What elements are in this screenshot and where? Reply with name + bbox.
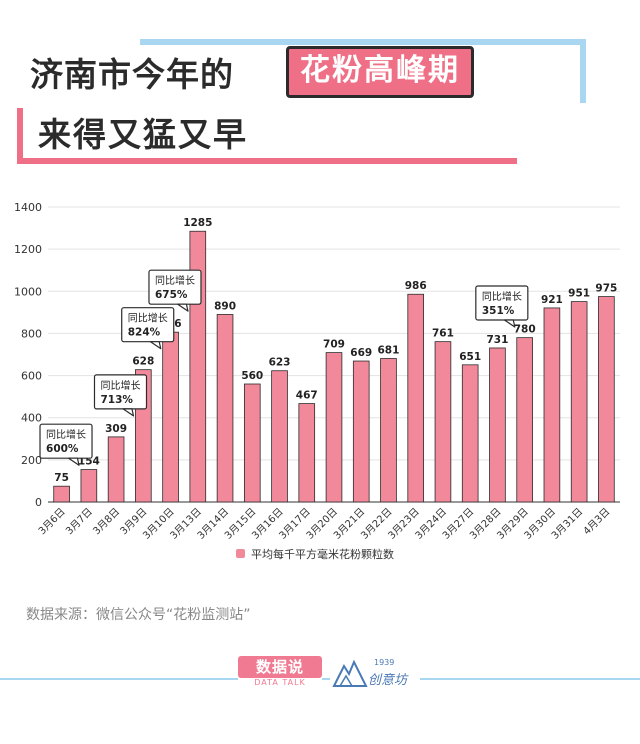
datatalk-logo-sub: DATA TALK bbox=[254, 678, 306, 687]
annotation-box bbox=[39, 423, 93, 459]
data-label: 623 bbox=[269, 357, 291, 369]
x-tick-label: 3月6日 bbox=[36, 506, 68, 538]
annotation-label: 同比增长 bbox=[46, 428, 86, 441]
bar bbox=[271, 370, 288, 503]
header-decoration-blue bbox=[140, 39, 586, 103]
data-label: 560 bbox=[241, 370, 263, 382]
bar bbox=[53, 485, 70, 503]
annotation-pointer bbox=[503, 319, 516, 328]
data-label: 467 bbox=[296, 390, 318, 402]
bar bbox=[380, 358, 397, 503]
data-label: 669 bbox=[350, 347, 372, 359]
data-label: 890 bbox=[214, 300, 236, 312]
datatalk-logo-main: 数据说 bbox=[238, 656, 322, 678]
y-tick-label: 200 bbox=[21, 454, 42, 467]
x-tick-label: 3月8日 bbox=[91, 506, 123, 538]
x-tick-label: 4月3日 bbox=[581, 506, 613, 538]
annotation-value: 600% bbox=[46, 443, 79, 455]
y-tick-label: 1400 bbox=[14, 201, 42, 214]
bar bbox=[243, 383, 261, 503]
header-decoration-pink bbox=[17, 108, 517, 164]
data-label: 309 bbox=[105, 423, 127, 435]
y-tick-label: 800 bbox=[21, 327, 42, 340]
bar bbox=[298, 403, 316, 503]
bar bbox=[325, 352, 343, 503]
annotation-label: 同比增长 bbox=[128, 312, 168, 325]
bar bbox=[516, 337, 533, 503]
bar bbox=[107, 436, 125, 503]
annotation-label: 同比增长 bbox=[100, 379, 140, 392]
bar bbox=[352, 360, 370, 503]
data-label: 1285 bbox=[183, 217, 212, 229]
bar bbox=[570, 301, 588, 503]
bar bbox=[162, 331, 179, 503]
bar bbox=[80, 469, 98, 503]
title-line2: 来得又猛又早 bbox=[38, 115, 248, 154]
mountain-icon bbox=[332, 659, 368, 687]
y-tick-label: 600 bbox=[21, 370, 42, 383]
data-label: 628 bbox=[132, 356, 154, 368]
x-tick-label: 3月7日 bbox=[63, 506, 95, 538]
title-line1: 济南市今年的 bbox=[30, 55, 234, 94]
legend-label: 平均每千平方毫米花粉颗粒数 bbox=[251, 547, 394, 561]
data-label: 986 bbox=[405, 280, 427, 292]
bar bbox=[461, 364, 479, 503]
chuangyi-logo-year: 1939 bbox=[374, 658, 395, 667]
data-source: 数据来源：微信公众号“花粉监测站” bbox=[26, 607, 251, 623]
annotation-value: 824% bbox=[128, 327, 161, 339]
data-label: 731 bbox=[486, 334, 508, 346]
data-label: 75 bbox=[54, 472, 69, 484]
bar bbox=[407, 293, 425, 503]
datatalk-logo: 数据说 DATA TALK bbox=[238, 656, 322, 688]
annotation-label: 同比增长 bbox=[155, 274, 195, 287]
data-label: 975 bbox=[595, 283, 617, 295]
y-tick-label: 1200 bbox=[14, 243, 42, 256]
y-tick-label: 400 bbox=[21, 412, 42, 425]
annotation-pointer bbox=[68, 457, 80, 466]
annotation-pointer bbox=[176, 303, 189, 312]
annotation-label: 同比增长 bbox=[482, 290, 522, 303]
data-label: 761 bbox=[432, 328, 454, 340]
chuangyi-logo-name: 创意坊 bbox=[368, 673, 408, 688]
legend-swatch bbox=[236, 549, 245, 558]
bar bbox=[434, 341, 452, 503]
bar bbox=[489, 347, 506, 503]
annotation-box bbox=[475, 285, 529, 321]
data-label: 921 bbox=[541, 294, 563, 306]
annotation-box bbox=[148, 269, 202, 305]
data-label: 651 bbox=[459, 351, 481, 363]
data-label: 951 bbox=[568, 288, 590, 300]
annotation-value: 713% bbox=[100, 394, 133, 406]
annotation-value: 351% bbox=[482, 305, 515, 317]
header: 济南市今年的 花粉高峰期 来得又猛又早 bbox=[0, 0, 640, 190]
y-tick-label: 1000 bbox=[14, 285, 42, 298]
annotation-value: 675% bbox=[155, 289, 188, 301]
annotation-pointer bbox=[122, 408, 135, 417]
chuangyi-logo: 1939 创意坊 bbox=[330, 656, 420, 690]
data-label: 780 bbox=[514, 324, 536, 336]
bar bbox=[216, 314, 234, 503]
data-label: 709 bbox=[323, 339, 345, 351]
bar bbox=[598, 296, 615, 503]
bar-chart: 0200400600800100012001400753月6日1543月7日30… bbox=[14, 201, 620, 561]
annotation-pointer bbox=[149, 341, 162, 350]
annotation-box bbox=[93, 374, 148, 410]
bar bbox=[543, 307, 561, 503]
y-tick-label: 0 bbox=[35, 496, 42, 509]
annotation-box bbox=[121, 307, 175, 343]
title-highlight: 花粉高峰期 bbox=[286, 46, 474, 98]
data-label: 681 bbox=[378, 345, 400, 357]
